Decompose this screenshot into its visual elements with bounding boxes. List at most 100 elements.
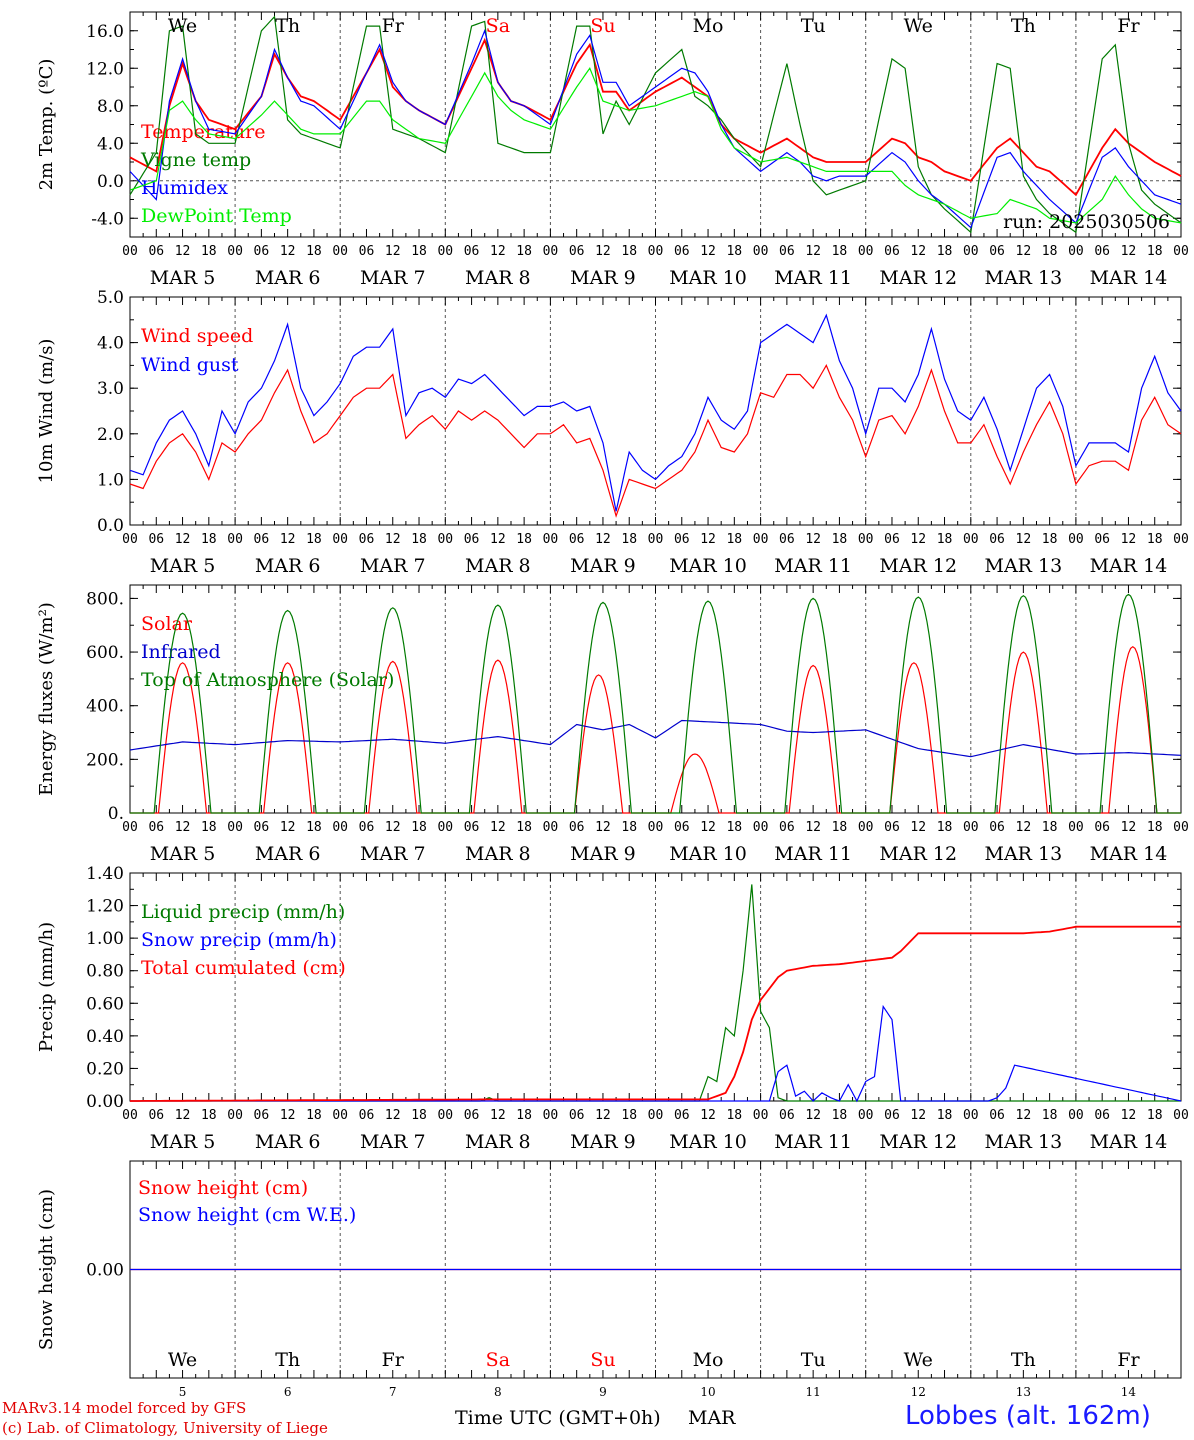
y-tick-label: 600. [86,643,124,663]
hour-label: 00 [1173,244,1189,259]
hour-label: 00 [227,820,243,835]
hour-label: 06 [674,1108,690,1123]
hour-label: 06 [989,820,1005,835]
hour-label: 06 [464,820,480,835]
hour-label: 12 [805,820,821,835]
hour-label: 06 [884,244,900,259]
model-credit: MARv3.14 model forced by GFS [2,1399,247,1417]
hour-label: 00 [1173,532,1189,547]
day-number: 7 [389,1385,397,1399]
y-axis-label: Snow height (cm) [36,1189,57,1350]
legend-entry: DewPoint Temp [141,205,292,227]
date-label: MAR 5 [150,555,216,577]
hour-label: 06 [254,1108,270,1123]
hour-label: 12 [700,1108,716,1123]
hour-label: 06 [148,1108,164,1123]
hour-label: 18 [1147,244,1163,259]
hour-label: 00 [753,1108,769,1123]
y-tick-label: -4.0 [91,209,124,229]
date-label: MAR 10 [669,555,747,577]
hour-label: 18 [306,244,322,259]
y-axis-label: Energy fluxes (W/m²) [36,602,57,796]
y-tick-label: 0.40 [86,1027,124,1047]
y-tick-label: 5.0 [97,288,124,308]
hour-label: 18 [621,244,637,259]
date-label: MAR 5 [150,1131,216,1153]
legend-entry: Wind gust [141,354,239,376]
legend-entry: Humidex [141,177,228,199]
hour-label: 00 [1173,1108,1189,1123]
hour-label: 00 [332,532,348,547]
hour-label: 12 [1121,532,1137,547]
weekday-label: Su [590,15,615,37]
hour-label: 12 [1121,244,1137,259]
hour-label: 18 [1042,820,1058,835]
hour-label: 00 [227,532,243,547]
hour-label: 06 [779,244,795,259]
hour-label: 18 [1147,1108,1163,1123]
date-label: MAR 10 [669,843,747,865]
y-tick-label: 4.0 [97,134,124,154]
hour-label: 18 [621,1108,637,1123]
hour-label: 00 [1068,532,1084,547]
series-line [129,719,1182,758]
y-tick-label: 8.0 [97,97,124,117]
hour-label: 12 [700,244,716,259]
date-label: MAR 11 [774,555,852,577]
hour-label: 18 [201,820,217,835]
hour-label: 00 [753,244,769,259]
hour-label: 00 [122,244,138,259]
weekday-label: We [168,1349,197,1371]
hour-label: 18 [621,820,637,835]
station-name: Lobbes (alt. 162m) [905,1401,1151,1431]
hour-label: 06 [779,820,795,835]
hour-label: 18 [306,1108,322,1123]
hour-label: 12 [1016,532,1032,547]
y-tick-label: 2.0 [97,425,124,445]
weekday-label: Fr [382,15,405,37]
date-label: MAR 6 [255,555,321,577]
date-label: MAR 13 [984,1131,1062,1153]
hour-label: 00 [122,1108,138,1123]
weekday-label: Th [275,15,300,37]
hour-label: 00 [858,1108,874,1123]
hour-label: 18 [516,820,532,835]
date-label: MAR 12 [879,1131,957,1153]
date-label: MAR 11 [774,843,852,865]
hour-label: 06 [359,244,375,259]
date-label: MAR 7 [360,1131,426,1153]
hour-label: 12 [1121,820,1137,835]
hour-label: 18 [937,244,953,259]
weekday-label: Mo [693,15,724,37]
hour-label: 12 [595,532,611,547]
hour-label: 18 [726,244,742,259]
hour-label: 00 [1068,820,1084,835]
hour-label: 00 [963,244,979,259]
hour-label: 18 [726,820,742,835]
hour-label: 06 [1094,532,1110,547]
date-label: MAR 7 [360,843,426,865]
legend-entry: Snow height (cm) [138,1177,308,1199]
hour-label: 18 [306,820,322,835]
hour-label: 06 [359,820,375,835]
hour-label: 00 [543,1108,559,1123]
weekday-label: We [168,15,197,37]
hour-label: 06 [779,532,795,547]
hour-label: 18 [411,1108,427,1123]
hour-label: 06 [884,1108,900,1123]
hour-label: 18 [201,244,217,259]
weekday-label: Th [1011,1349,1036,1371]
hour-label: 12 [1016,1108,1032,1123]
date-label: MAR 14 [1090,843,1168,865]
hour-label: 12 [595,244,611,259]
hour-label: 18 [726,1108,742,1123]
date-label: MAR 6 [255,843,321,865]
weekday-label: Su [590,1349,615,1371]
hour-label: 12 [910,820,926,835]
hour-label: 06 [779,1108,795,1123]
hour-label: 06 [359,1108,375,1123]
hour-label: 12 [490,820,506,835]
weekday-label: Th [1011,15,1036,37]
hour-label: 00 [227,1108,243,1123]
hour-label: 18 [411,244,427,259]
